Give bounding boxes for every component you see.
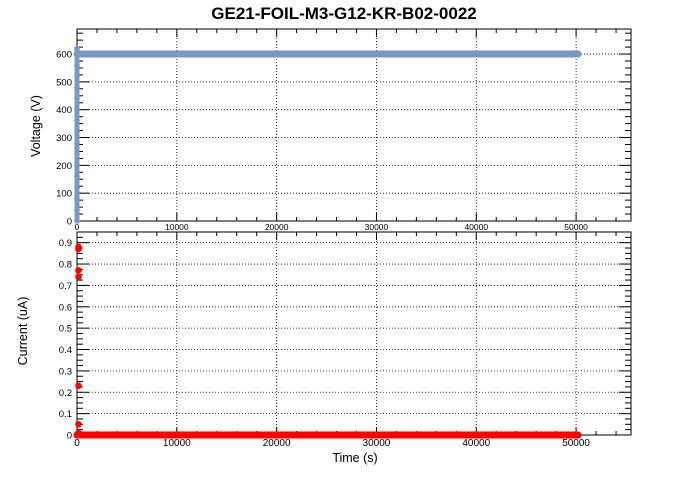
current-x-tick-label: 20000 xyxy=(263,438,291,449)
voltage-y-tick-label: 600 xyxy=(56,50,72,61)
current-y-tick-label: 0.8 xyxy=(59,260,72,271)
current-axis-title: Current (uA) xyxy=(16,297,30,366)
voltage-data-point xyxy=(74,162,80,169)
voltage-data-point xyxy=(74,207,80,213)
voltage-data-point xyxy=(74,118,80,124)
voltage-data-point xyxy=(74,151,80,158)
current-x-tick-label: 30000 xyxy=(363,438,391,449)
current-x-tick-label: 40000 xyxy=(462,438,490,449)
voltage-y-tick-label: 0 xyxy=(67,217,72,228)
voltage-data-point xyxy=(74,140,80,146)
current-x-tick-label: 50000 xyxy=(562,438,590,449)
voltage-series xyxy=(73,45,582,224)
current-x-tick-label: 0 xyxy=(74,438,80,449)
current-y-tick-label: 0.6 xyxy=(59,302,72,313)
voltage-x-tick-label: 40000 xyxy=(464,222,488,232)
current-data-point xyxy=(75,273,82,281)
voltage-data-point xyxy=(74,195,80,202)
voltage-data-point xyxy=(74,106,80,113)
current-data-point xyxy=(75,421,82,428)
voltage-x-tick-label: 20000 xyxy=(265,222,289,232)
voltage-x-tick-label: 50000 xyxy=(564,222,588,232)
voltage-data-point xyxy=(74,84,80,91)
voltage-data-point xyxy=(74,218,80,224)
current-data-point xyxy=(75,429,82,437)
voltage-y-tick-label: 400 xyxy=(56,105,72,116)
current-y-tick-label: 0.1 xyxy=(59,409,72,420)
current-y-tick-label: 0 xyxy=(67,431,72,442)
current-y-tick-label: 0.3 xyxy=(59,366,72,377)
voltage-data-point xyxy=(74,95,80,102)
current-y-tick-label: 0.9 xyxy=(59,238,72,249)
voltage-y-tick-label: 500 xyxy=(56,77,72,88)
current-y-tick-label: 0.7 xyxy=(59,281,72,292)
voltage-panel: 0 100 200 300 400 500 600 0 10000 20000 30000 40000… xyxy=(56,28,632,232)
current-frame xyxy=(76,231,632,436)
current-series xyxy=(73,243,582,439)
voltage-y-tick-label: 100 xyxy=(56,189,72,200)
current-y-tick-label: 0.4 xyxy=(59,345,72,356)
voltage-data-point xyxy=(74,173,80,180)
voltage-data-point xyxy=(74,184,80,191)
voltage-data-point xyxy=(74,45,80,52)
voltage-data-point xyxy=(74,62,80,68)
time-axis-title: Time (s) xyxy=(332,451,377,465)
voltage-x-tick-label: 10000 xyxy=(165,222,189,232)
current-panel: 0 0.1 0.2 0.3 0.4 0.5 0.6 0.7 0.8 0.9 0 10000 20000 3… xyxy=(59,231,632,449)
voltage-data-point xyxy=(74,51,80,57)
current-data-point xyxy=(75,382,82,390)
current-data-point xyxy=(75,267,82,274)
voltage-data-point xyxy=(74,73,80,80)
current-y-tick-label: 0.5 xyxy=(59,324,72,335)
voltage-y-tick-label: 300 xyxy=(56,133,72,144)
voltage-y-tick-label: 200 xyxy=(56,161,72,172)
current-data-point xyxy=(75,245,82,253)
voltage-axis-title: Voltage (V) xyxy=(29,95,43,157)
current-y-tick-label: 0.2 xyxy=(59,388,72,399)
current-x-tick-label: 10000 xyxy=(163,438,191,449)
chart-title: GE21-FOIL-M3-G12-KR-B02-0022 xyxy=(211,4,476,23)
voltage-data-point xyxy=(74,129,80,135)
voltage-frame xyxy=(76,28,632,222)
voltage-x-tick-label: 0 xyxy=(75,222,80,232)
voltage-x-tick-label: 30000 xyxy=(365,222,389,232)
